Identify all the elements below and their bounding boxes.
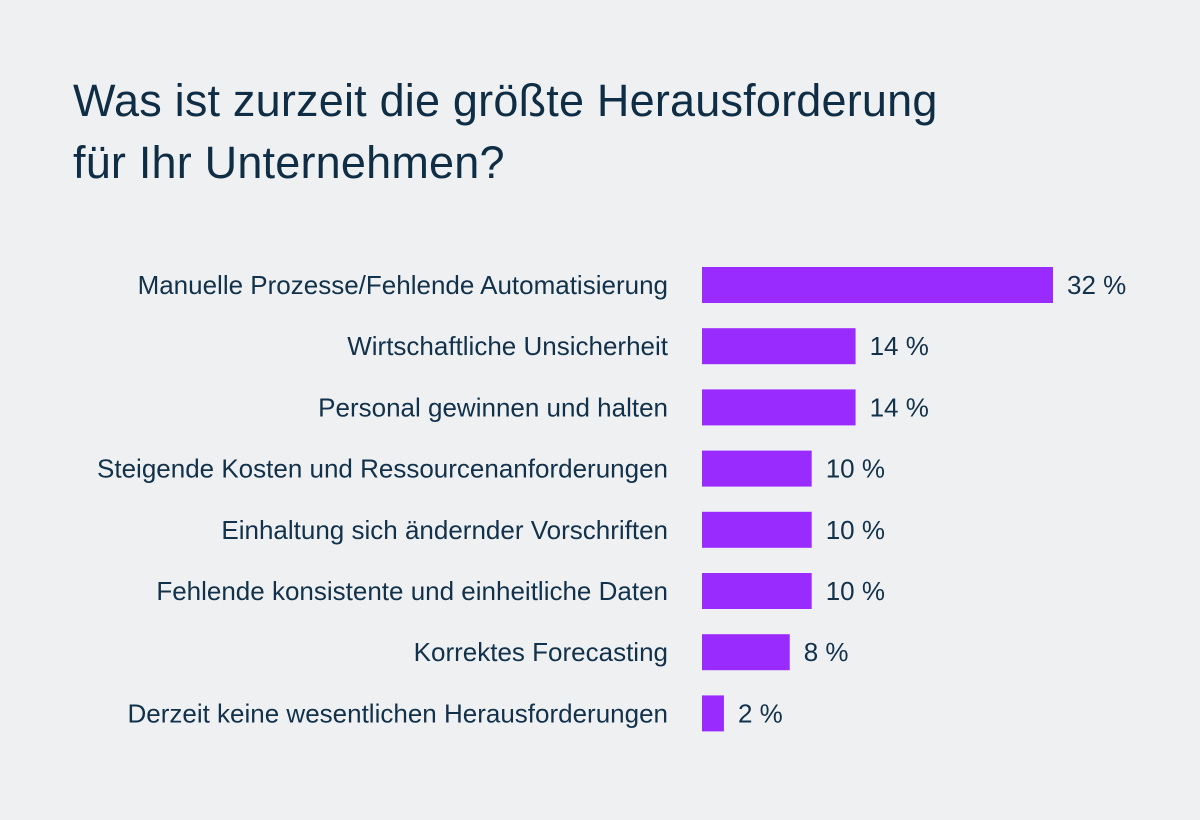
chart-title: Was ist zurzeit die größte Herausforderu… — [73, 70, 1123, 194]
category-label: Steigende Kosten und Ressourcenanforderu… — [97, 454, 668, 484]
bar — [702, 389, 856, 426]
chart-title-line-2: für Ihr Unternehmen? — [73, 137, 505, 188]
value-label: 10 % — [826, 454, 885, 484]
bar — [702, 267, 1053, 303]
category-label: Manuelle Prozesse/Fehlende Automatisieru… — [138, 270, 668, 300]
bar — [702, 634, 790, 671]
bar — [702, 328, 856, 365]
category-label: Wirtschaftliche Unsicherheit — [347, 331, 669, 361]
bar — [702, 573, 812, 609]
value-label: 8 % — [804, 637, 849, 667]
value-label: 10 % — [826, 576, 885, 606]
bar — [702, 511, 812, 548]
category-label: Derzeit keine wesentlichen Herausforderu… — [127, 698, 668, 728]
value-label: 14 % — [870, 392, 929, 422]
value-label: 14 % — [870, 331, 929, 361]
bar — [702, 695, 724, 732]
category-label: Fehlende konsistente und einheitliche Da… — [156, 576, 668, 606]
category-label: Korrektes Forecasting — [414, 637, 668, 667]
category-label: Personal gewinnen und halten — [318, 392, 668, 422]
chart-title-line-1: Was ist zurzeit die größte Herausforderu… — [73, 75, 938, 126]
value-label: 32 % — [1067, 270, 1126, 300]
category-label: Einhaltung sich ändernder Vorschriften — [221, 515, 668, 545]
value-label: 10 % — [826, 515, 885, 545]
value-label: 2 % — [738, 698, 783, 728]
bar — [702, 450, 812, 487]
